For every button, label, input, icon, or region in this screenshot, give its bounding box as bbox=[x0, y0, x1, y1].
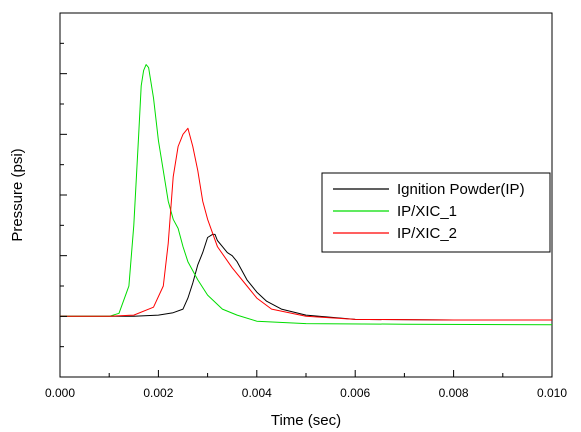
legend-label-ip-xic-1: IP/XIC_1 bbox=[397, 203, 457, 220]
legend-label-ip-xic-2: IP/XIC_2 bbox=[397, 225, 457, 242]
legend-box bbox=[321, 172, 551, 253]
legend-label-ignition-powder: Ignition Powder(IP) bbox=[397, 181, 525, 198]
series-layer bbox=[60, 64, 553, 326]
series-line-1 bbox=[60, 233, 552, 321]
y-axis-ticks bbox=[60, 12, 67, 378]
x-tick-label: 0.010 bbox=[537, 386, 567, 400]
x-axis-ticks: 0.000 0.002 0.004 0.006 0.008 0.010 bbox=[45, 370, 567, 400]
x-tick-label: 0.002 bbox=[143, 386, 173, 400]
x-tick-label: 0.006 bbox=[340, 386, 370, 400]
legend: Ignition Powder(IP) IP/XIC_1 IP/XIC_2 bbox=[321, 172, 551, 253]
series-line-2 bbox=[60, 64, 553, 326]
x-tick-label: 0.004 bbox=[242, 386, 272, 400]
x-tick-label: 0.000 bbox=[45, 386, 75, 400]
y-axis-label: Pressure (psi) bbox=[9, 148, 26, 241]
series-line-3 bbox=[60, 127, 552, 321]
x-axis-label: Time (sec) bbox=[271, 412, 341, 429]
x-tick-label: 0.008 bbox=[439, 386, 469, 400]
